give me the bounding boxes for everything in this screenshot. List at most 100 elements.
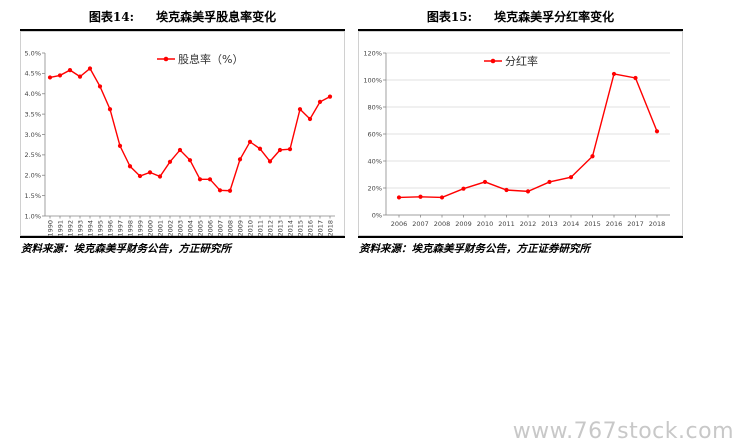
data-point — [525, 189, 531, 194]
x-tick-label: 1993 — [76, 220, 84, 236]
x-tick-label: 1995 — [96, 220, 104, 236]
x-tick-label: 2008 — [434, 220, 451, 228]
data-point — [227, 188, 233, 193]
source-note: 资料来源：埃克森美孚财务公告，方正研究所 — [21, 243, 231, 255]
data-point — [439, 195, 445, 200]
data-point — [327, 94, 333, 99]
x-tick-label: 2010 — [246, 220, 254, 236]
x-tick-label: 2017 — [316, 220, 324, 236]
x-tick-label: 2017 — [627, 220, 644, 228]
data-point — [257, 146, 263, 151]
data-point — [147, 170, 153, 175]
source-rule — [20, 236, 345, 238]
y-tick-label: 3.5% — [24, 110, 41, 118]
x-tick-label: 2013 — [276, 220, 284, 236]
y-tick-label: 1.5% — [24, 192, 41, 200]
y-tick-label: 2.0% — [24, 172, 41, 180]
y-tick-label: 0% — [372, 211, 382, 219]
chart-border — [20, 31, 345, 236]
x-tick-label: 2004 — [186, 220, 194, 236]
x-tick-label: 2002 — [166, 220, 174, 236]
x-tick-label: 2007 — [216, 220, 224, 236]
title-rule — [358, 29, 683, 31]
data-point — [307, 116, 313, 122]
x-tick-label: 2011 — [498, 220, 515, 228]
data-point — [207, 177, 213, 182]
x-tick-label: 2018 — [326, 220, 334, 236]
data-point — [568, 175, 574, 180]
data-point — [177, 147, 183, 153]
data-point — [67, 68, 73, 73]
source-note: 资料来源：埃克森美孚财务公告，方正证券研究所 — [359, 243, 590, 255]
x-tick-label: 2009 — [236, 220, 244, 236]
chart-panel-dividend-yield: 图表14: 埃克森美孚股息率变化 1.0% 1.5% 2.0% 2.5% 3.0% 3.5%… — [20, 0, 345, 256]
y-tick-label: 3.0% — [24, 131, 41, 139]
x-tick-label: 2012 — [266, 220, 274, 236]
watermark: www.767stock.com — [512, 419, 734, 444]
x-tick-label: 2013 — [541, 220, 558, 228]
x-tick-label: 1990 — [46, 220, 54, 236]
x-tick-label: 1999 — [136, 220, 144, 236]
x-tick-label: 1997 — [116, 220, 124, 236]
data-point — [317, 99, 323, 104]
data-point — [77, 74, 83, 79]
x-tick-label: 2006 — [206, 220, 214, 236]
data-point — [482, 179, 488, 185]
data-point — [127, 164, 133, 169]
data-point — [461, 186, 466, 191]
data-point — [167, 159, 173, 164]
x-tick-label: 1991 — [56, 220, 64, 236]
x-tick-label: 2008 — [226, 220, 234, 236]
data-point — [287, 147, 293, 152]
data-point — [633, 75, 638, 81]
y-tick-label: 100% — [363, 76, 382, 84]
x-tick-label: 2001 — [156, 220, 164, 236]
x-tick-label: 2015 — [296, 220, 304, 236]
legend-label: 股息率（%） — [178, 52, 243, 66]
x-tick-label: 2014 — [563, 220, 580, 228]
x-tick-label: 1998 — [126, 220, 134, 236]
y-tick-label: 2.5% — [24, 151, 41, 159]
data-point — [197, 177, 203, 182]
x-tick-label: 2005 — [196, 220, 204, 236]
source-rule — [358, 236, 683, 238]
x-tick-label: 1994 — [86, 220, 94, 236]
data-point — [137, 173, 143, 179]
y-tick-label: 80% — [368, 103, 382, 111]
data-point — [87, 66, 93, 71]
title-rule — [20, 29, 345, 31]
y-tick-label: 4.5% — [24, 70, 41, 78]
data-point — [396, 195, 402, 200]
data-point — [107, 107, 113, 112]
x-tick-label: 2016 — [306, 220, 314, 236]
legend-marker — [163, 56, 169, 62]
data-point — [117, 143, 123, 149]
x-tick-label: 2016 — [606, 220, 623, 228]
x-tick-label: 2009 — [455, 220, 472, 228]
data-point — [277, 147, 283, 153]
data-point — [97, 84, 103, 89]
data-point — [57, 73, 63, 78]
x-tick-label: 2018 — [649, 220, 666, 228]
legend-label: 分红率 — [505, 54, 538, 68]
y-tick-label: 20% — [368, 184, 382, 192]
data-point — [418, 194, 423, 199]
legend-marker — [490, 58, 496, 64]
chart-svg: 0% 20% 40% 60% 80% 100% 120% 2006 2007 2008 2009 20… — [358, 31, 683, 236]
chart-svg: 1.0% 1.5% 2.0% 2.5% 3.0% 3.5% 4.0% 4.5% 5.0% 1990… — [20, 31, 345, 236]
data-point — [247, 139, 253, 144]
chart-panel-payout-ratio: 图表15: 埃克森美孚分红率变化 0% 20% 40% 60% 80% 100% 120% 20… — [358, 0, 683, 256]
x-tick-label: 2011 — [256, 220, 264, 236]
x-tick-label: 2010 — [477, 220, 494, 228]
data-point — [590, 154, 595, 159]
data-point — [237, 157, 243, 162]
chart-border — [358, 31, 683, 236]
chart-title: 图表15: 埃克森美孚分红率变化 — [426, 10, 615, 24]
x-tick-label: 2000 — [146, 220, 154, 236]
data-point — [217, 188, 223, 193]
x-tick-label: 1996 — [106, 220, 114, 236]
data-point — [47, 75, 53, 80]
x-tick-label: 2003 — [176, 220, 184, 236]
x-tick-label: 2015 — [584, 220, 601, 228]
data-point — [504, 187, 509, 193]
